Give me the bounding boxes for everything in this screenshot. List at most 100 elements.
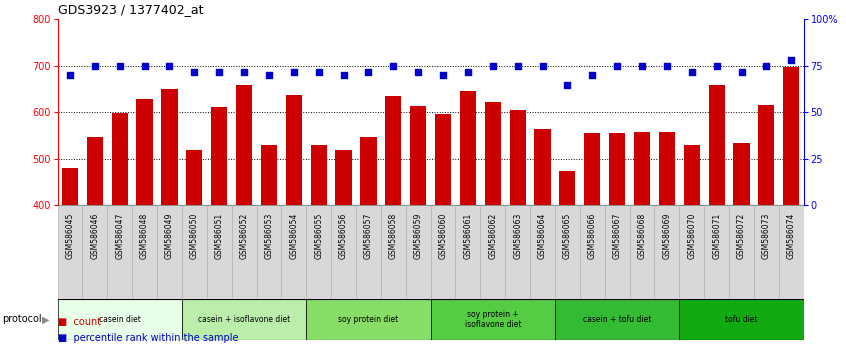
Text: GSM586060: GSM586060 xyxy=(438,213,448,259)
Point xyxy=(760,63,773,69)
Point xyxy=(287,69,300,74)
Text: casein + tofu diet: casein + tofu diet xyxy=(583,315,651,324)
Text: GSM586048: GSM586048 xyxy=(140,213,149,259)
Bar xyxy=(655,205,679,299)
Bar xyxy=(385,96,401,205)
Text: soy protein diet: soy protein diet xyxy=(338,315,398,324)
Text: GSM586067: GSM586067 xyxy=(613,213,622,259)
Bar xyxy=(232,205,256,299)
Bar xyxy=(136,99,152,205)
Text: GSM586069: GSM586069 xyxy=(662,213,672,259)
Text: tofu diet: tofu diet xyxy=(725,315,758,324)
Text: GSM586053: GSM586053 xyxy=(265,213,273,259)
Text: GSM586065: GSM586065 xyxy=(563,213,572,259)
Bar xyxy=(310,145,327,205)
Bar xyxy=(356,205,381,299)
Text: casein + isoflavone diet: casein + isoflavone diet xyxy=(198,315,290,324)
Text: GSM586045: GSM586045 xyxy=(65,213,74,259)
Point xyxy=(610,63,624,69)
Bar xyxy=(431,205,455,299)
Point xyxy=(237,69,250,74)
Bar xyxy=(162,89,178,205)
Bar xyxy=(62,168,78,205)
Bar xyxy=(754,205,779,299)
Text: GSM586052: GSM586052 xyxy=(239,213,249,259)
Bar xyxy=(306,205,331,299)
Bar xyxy=(609,133,625,205)
Bar xyxy=(559,171,575,205)
Bar xyxy=(282,205,306,299)
Text: GSM586056: GSM586056 xyxy=(339,213,348,259)
Bar xyxy=(58,205,82,299)
Bar xyxy=(779,205,804,299)
Bar xyxy=(729,205,754,299)
Point xyxy=(635,63,649,69)
Text: GSM586063: GSM586063 xyxy=(514,213,522,259)
Point xyxy=(387,63,400,69)
Bar xyxy=(186,150,202,205)
Point xyxy=(561,82,574,87)
Bar xyxy=(286,95,302,205)
Text: GSM586054: GSM586054 xyxy=(289,213,299,259)
Point xyxy=(784,58,798,63)
Point xyxy=(461,69,475,74)
Text: GSM586066: GSM586066 xyxy=(588,213,596,259)
Point xyxy=(262,73,276,78)
Bar xyxy=(585,133,601,205)
Point xyxy=(361,69,375,74)
Point xyxy=(734,69,748,74)
Bar xyxy=(509,110,525,205)
Point xyxy=(88,63,102,69)
Bar xyxy=(684,145,700,205)
Bar xyxy=(336,150,352,205)
Text: GDS3923 / 1377402_at: GDS3923 / 1377402_at xyxy=(58,3,203,16)
Bar xyxy=(659,132,675,205)
Bar xyxy=(460,91,476,205)
Point xyxy=(138,63,151,69)
Bar xyxy=(555,299,679,340)
Text: GSM586068: GSM586068 xyxy=(638,213,646,259)
Text: GSM586046: GSM586046 xyxy=(91,213,99,259)
Text: GSM586072: GSM586072 xyxy=(737,213,746,259)
Bar xyxy=(505,205,530,299)
Bar xyxy=(182,299,306,340)
Bar xyxy=(87,137,103,205)
Bar xyxy=(157,205,182,299)
Point xyxy=(536,63,549,69)
Text: soy protein +
isoflavone diet: soy protein + isoflavone diet xyxy=(464,310,521,329)
Bar xyxy=(381,205,406,299)
Bar xyxy=(679,205,704,299)
Point xyxy=(63,73,77,78)
Bar xyxy=(580,205,605,299)
Bar xyxy=(435,114,451,205)
Bar xyxy=(431,299,555,340)
Bar xyxy=(679,299,804,340)
Bar xyxy=(555,205,580,299)
Bar xyxy=(629,205,655,299)
Bar xyxy=(306,299,431,340)
Text: GSM586047: GSM586047 xyxy=(115,213,124,259)
Bar xyxy=(236,85,252,205)
Bar xyxy=(406,205,431,299)
Text: GSM586055: GSM586055 xyxy=(314,213,323,259)
Text: ■  percentile rank within the sample: ■ percentile rank within the sample xyxy=(58,333,238,343)
Point xyxy=(437,73,450,78)
Text: ■  count: ■ count xyxy=(58,318,101,327)
Bar xyxy=(206,205,232,299)
Bar xyxy=(783,67,799,205)
Bar xyxy=(410,106,426,205)
Bar xyxy=(455,205,481,299)
Point xyxy=(411,69,425,74)
Point xyxy=(710,63,723,69)
Text: GSM586062: GSM586062 xyxy=(488,213,497,259)
Bar xyxy=(107,205,132,299)
Bar xyxy=(132,205,157,299)
Point xyxy=(337,73,350,78)
Text: protocol: protocol xyxy=(2,314,41,325)
Text: GSM586050: GSM586050 xyxy=(190,213,199,259)
Bar xyxy=(82,205,107,299)
Text: GSM586049: GSM586049 xyxy=(165,213,174,259)
Bar xyxy=(704,205,729,299)
Text: ▶: ▶ xyxy=(42,314,50,325)
Bar xyxy=(112,113,128,205)
